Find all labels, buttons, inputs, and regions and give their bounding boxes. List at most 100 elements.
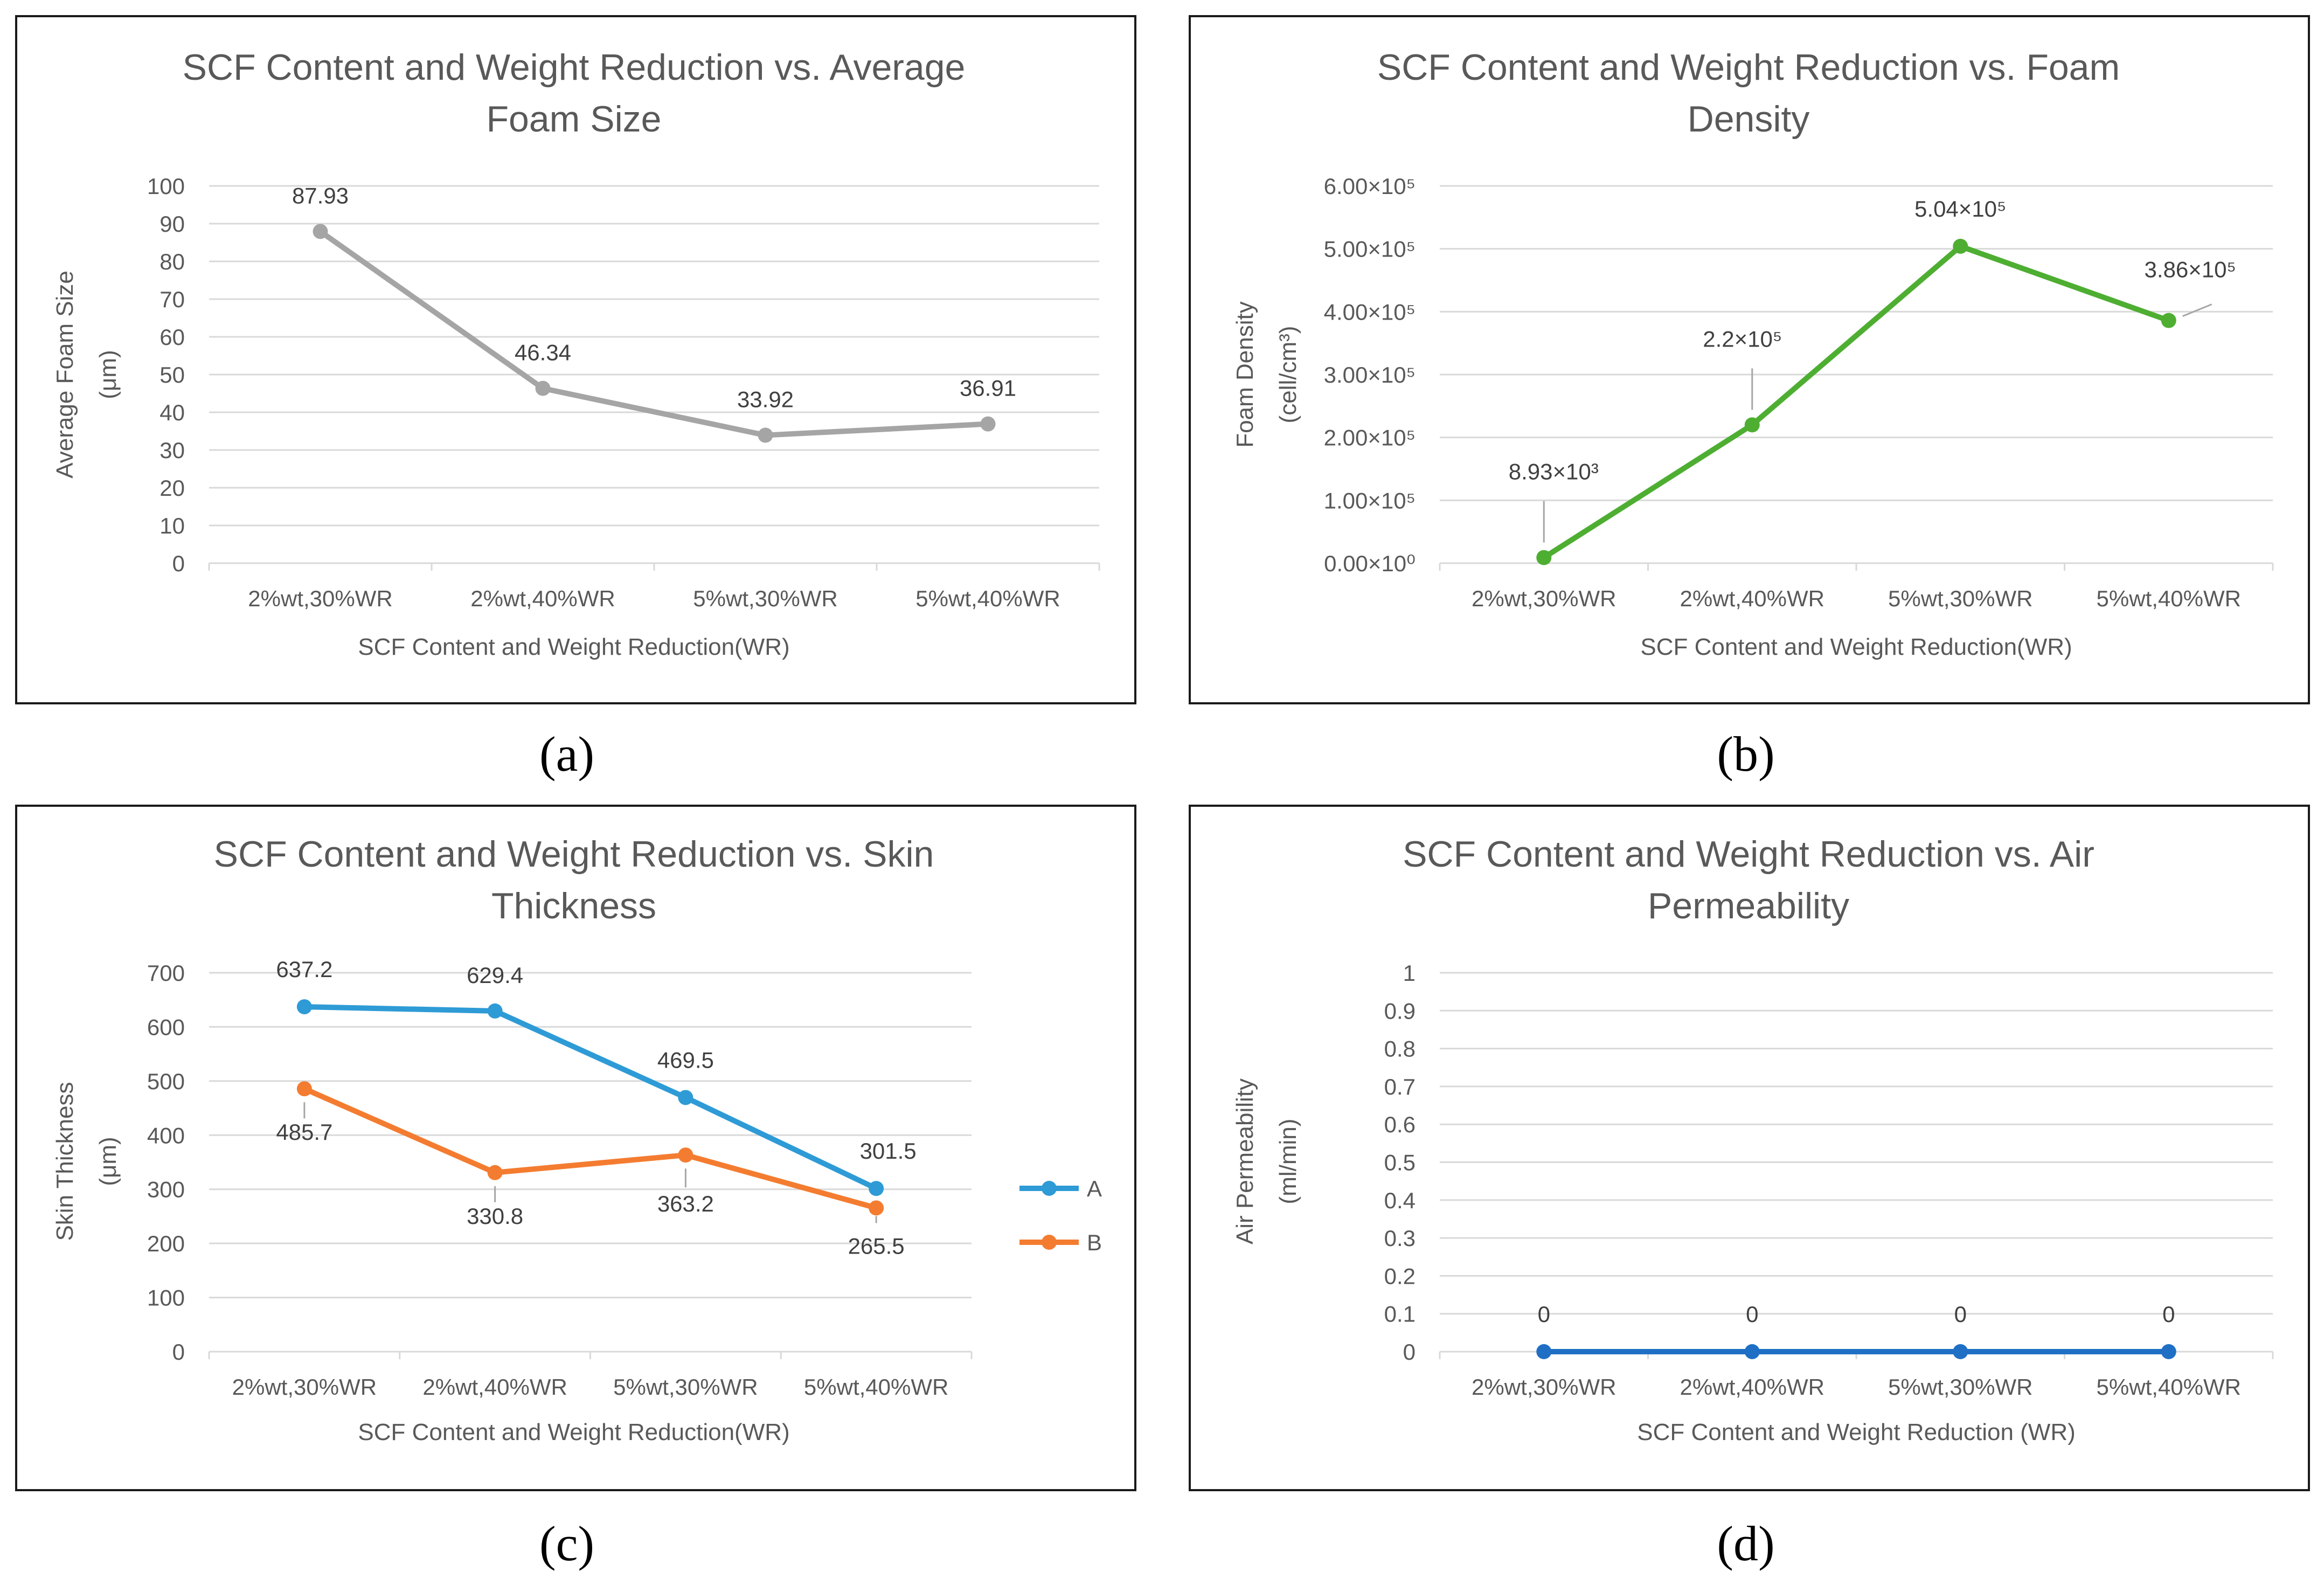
y-axis-title: (μm)	[95, 350, 121, 399]
x-tick-label: 5%wt,30%WR	[1888, 1374, 2032, 1400]
series-line-A	[304, 1004, 878, 1191]
y-axis-title: (ml/min)	[1275, 1119, 1301, 1205]
x-tick-label: 5%wt,30%WR	[693, 586, 837, 611]
chart-panel-d: SCF Content and Weight Reduction vs. Air…	[1189, 805, 2310, 1571]
series-line-B	[303, 1086, 877, 1211]
data-point	[2161, 313, 2176, 328]
data-point	[296, 999, 312, 1015]
chart-panel-a: SCF Content and Weight Reduction vs. Ave…	[15, 15, 1136, 781]
data-point	[1536, 550, 1552, 565]
y-tick-label: 2.00×10⁵	[1324, 425, 1416, 451]
y-tick-label: 60	[159, 324, 185, 350]
data-point	[487, 1003, 503, 1019]
y-tick-label: 0.7	[1384, 1074, 1416, 1099]
x-tick-label: 5%wt,40%WR	[804, 1374, 948, 1400]
y-tick-label: 0.3	[1384, 1226, 1416, 1251]
y-tick-label: 0.1	[1384, 1302, 1416, 1327]
y-axis-title: (μm)	[95, 1137, 121, 1186]
y-tick-label: 20	[159, 475, 185, 501]
y-tick-label: 30	[159, 438, 185, 463]
data-point	[1744, 1344, 1760, 1359]
y-tick-label: 5.00×10⁵	[1324, 237, 1416, 262]
y-tick-label: 0.5	[1384, 1150, 1416, 1175]
y-tick-label: 700	[147, 960, 185, 986]
chart-title: SCF Content and Weight Reduction vs. Ski…	[214, 834, 934, 875]
y-tick-label: 3.00×10⁵	[1324, 362, 1416, 387]
data-point	[535, 380, 551, 396]
y-tick-label: 40	[159, 400, 185, 425]
x-axis-title: SCF Content and Weight Reduction(WR)	[358, 634, 789, 660]
y-tick-label: 0.6	[1384, 1112, 1416, 1137]
y-tick-label: 200	[147, 1231, 185, 1256]
panel-caption: (c)	[539, 1516, 594, 1571]
data-label: 301.5	[860, 1138, 917, 1164]
y-tick-label: 500	[147, 1069, 185, 1094]
data-point	[869, 1181, 884, 1196]
data-point	[678, 1147, 693, 1163]
y-tick-label: 0.2	[1384, 1263, 1416, 1289]
x-tick-label: 2%wt,30%WR	[248, 586, 392, 611]
data-label: 8.93×10³	[1509, 459, 1599, 485]
data-point	[313, 224, 328, 239]
chart-title: Thickness	[491, 885, 656, 926]
x-tick-label: 2%wt,40%WR	[1680, 586, 1824, 611]
y-tick-label: 50	[159, 362, 185, 387]
x-axis-title: SCF Content and Weight Reduction(WR)	[358, 1419, 789, 1445]
chart-panel-b: SCF Content and Weight Reduction vs. Foa…	[1189, 15, 2310, 781]
data-label: 637.2	[276, 957, 332, 982]
data-label: 469.5	[657, 1047, 714, 1072]
x-axis-title: SCF Content and Weight Reduction(WR)	[1640, 634, 2072, 660]
data-label: 46.34	[515, 340, 571, 365]
y-tick-label: 600	[147, 1014, 185, 1040]
series-line-main	[318, 229, 988, 438]
y-tick-label: 0.8	[1384, 1036, 1416, 1062]
y-tick-label: 80	[159, 249, 185, 274]
x-tick-label: 5%wt,30%WR	[1888, 586, 2032, 611]
chart-title: SCF Content and Weight Reduction vs. Ave…	[183, 47, 966, 88]
data-label: 485.7	[276, 1119, 332, 1145]
data-point	[296, 1081, 312, 1097]
chart-border	[1189, 805, 2310, 1491]
y-tick-label: 100	[147, 1285, 185, 1311]
x-tick-label: 2%wt,30%WR	[232, 1374, 377, 1400]
x-tick-label: 5%wt,40%WR	[2097, 1374, 2241, 1400]
legend-swatch-marker	[1042, 1181, 1057, 1196]
chart-title: Permeability	[1648, 885, 1849, 926]
data-label: 2.2×10⁵	[1703, 326, 1782, 351]
chart-border	[1189, 15, 2310, 704]
y-axis-title: Skin Thickness	[52, 1082, 78, 1241]
y-tick-label: 70	[159, 287, 185, 312]
chart-border	[15, 15, 1136, 704]
data-label: 36.91	[960, 376, 1016, 401]
data-label: 265.5	[848, 1233, 905, 1258]
y-tick-label: 0.4	[1384, 1188, 1416, 1213]
chart-title: SCF Content and Weight Reduction vs. Foa…	[1377, 47, 2120, 88]
x-tick-label: 5%wt,40%WR	[2097, 586, 2241, 611]
panel-caption: (b)	[1717, 726, 1774, 781]
y-tick-label: 0	[172, 551, 185, 576]
data-point	[1744, 417, 1760, 433]
data-point	[1953, 239, 1968, 254]
legend-label: A	[1087, 1176, 1102, 1201]
series-line-main	[1542, 244, 2170, 560]
y-tick-label: 0.9	[1384, 998, 1416, 1023]
y-tick-label: 1.00×10⁵	[1324, 488, 1416, 513]
y-axis-title: (cell/cm³)	[1275, 326, 1301, 424]
x-tick-label: 2%wt,40%WR	[470, 586, 615, 611]
y-tick-label: 100	[147, 174, 185, 199]
data-point	[1953, 1344, 1968, 1359]
data-label: 330.8	[467, 1203, 523, 1229]
y-tick-label: 300	[147, 1177, 185, 1202]
y-tick-label: 1	[1403, 960, 1416, 986]
chart-title: Density	[1688, 99, 1810, 140]
data-point	[487, 1165, 503, 1180]
data-point	[869, 1200, 884, 1216]
data-point	[758, 427, 773, 443]
data-label: 0	[2162, 1302, 2175, 1327]
data-point	[980, 416, 996, 432]
data-point	[2161, 1344, 2176, 1359]
y-tick-label: 90	[159, 211, 185, 237]
x-tick-label: 2%wt,40%WR	[1680, 1374, 1824, 1400]
y-tick-label: 6.00×10⁵	[1324, 174, 1416, 199]
y-axis-title: Foam Density	[1232, 301, 1258, 447]
